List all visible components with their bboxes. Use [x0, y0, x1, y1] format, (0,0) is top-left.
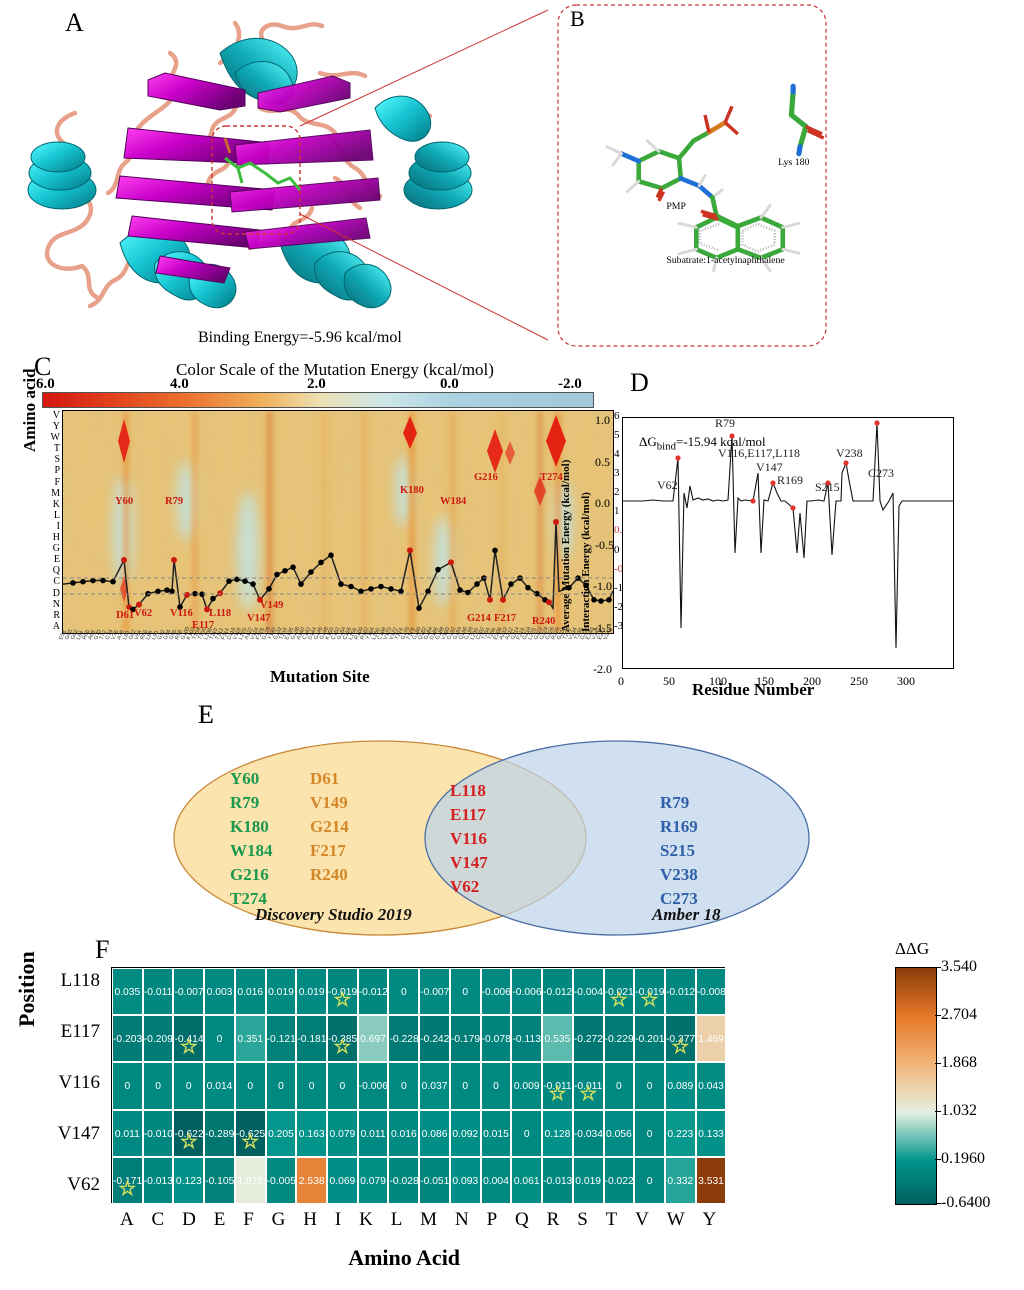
svg-text:R79: R79	[660, 793, 689, 812]
svg-text:PMP: PMP	[666, 201, 686, 212]
svg-text:R169: R169	[660, 817, 698, 836]
svg-text:F217: F217	[310, 841, 346, 860]
svg-text:V238: V238	[660, 865, 698, 884]
svg-text:W184: W184	[230, 841, 273, 860]
svg-text:V149: V149	[310, 793, 348, 812]
svg-text:G214: G214	[310, 817, 349, 836]
svg-text:L118: L118	[450, 781, 486, 800]
svg-text:K180: K180	[230, 817, 269, 836]
svg-text:V147: V147	[450, 853, 488, 872]
svg-text:Y60: Y60	[230, 769, 259, 788]
svg-text:Lys 180: Lys 180	[778, 157, 809, 168]
svg-text:G216: G216	[230, 865, 269, 884]
svg-text:S215: S215	[660, 841, 695, 860]
svg-text:V116: V116	[450, 829, 487, 848]
svg-text:R240: R240	[310, 865, 348, 884]
svg-text:Amber 18: Amber 18	[651, 905, 721, 924]
svg-text:D61: D61	[310, 769, 339, 788]
svg-text:R79: R79	[230, 793, 259, 812]
svg-text:E117: E117	[450, 805, 486, 824]
svg-text:Subatrate:1-acetylnaphthalene: Subatrate:1-acetylnaphthalene	[666, 255, 784, 266]
svg-text:Discovery Studio 2019: Discovery Studio 2019	[254, 905, 412, 924]
svg-text:V62: V62	[450, 877, 479, 896]
